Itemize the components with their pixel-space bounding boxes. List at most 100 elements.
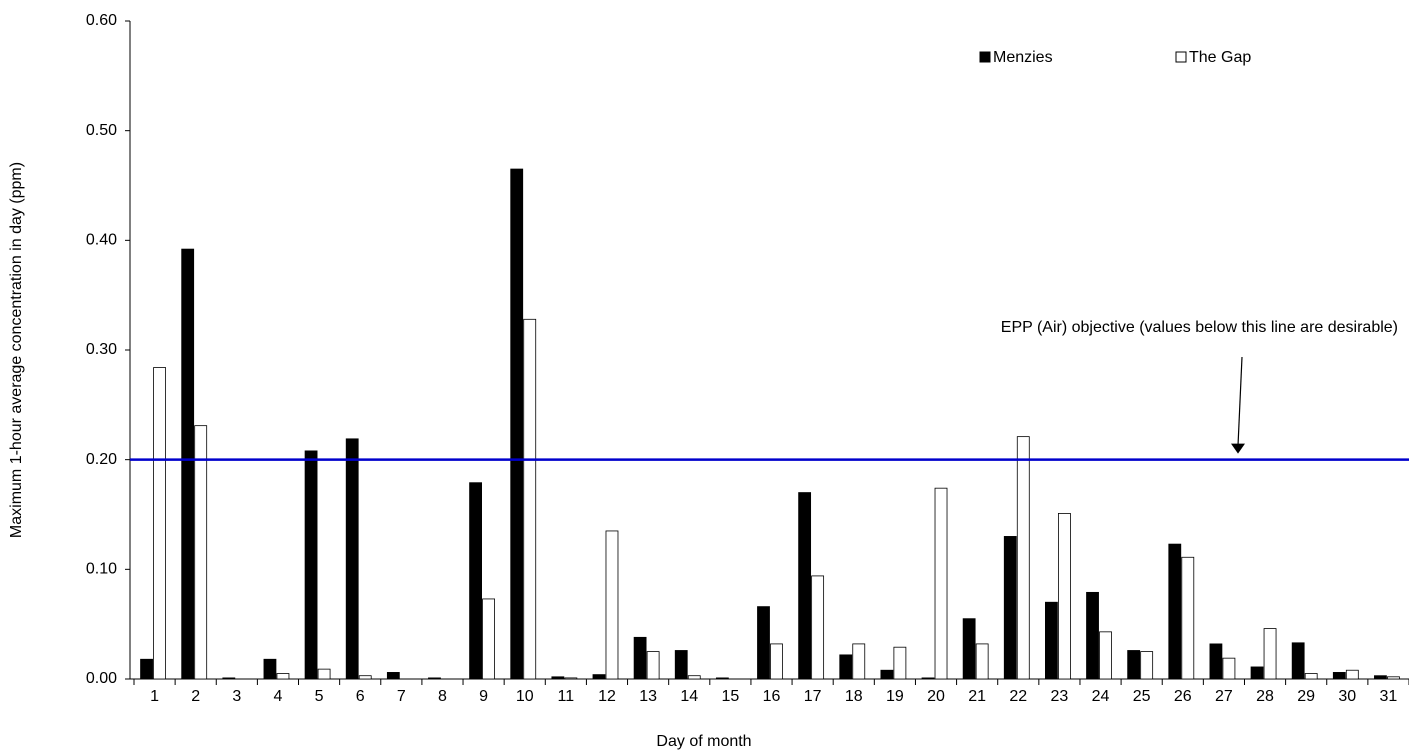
x-tick-label: 13	[639, 688, 657, 705]
bar	[770, 643, 783, 680]
bar	[317, 668, 331, 680]
x-tick-label: 17	[804, 688, 822, 705]
x-tick-label: 2	[191, 688, 200, 705]
y-tick-label: 0.50	[86, 122, 117, 139]
bar	[880, 669, 894, 680]
bar	[482, 598, 495, 680]
bar	[1263, 628, 1277, 680]
bar	[893, 646, 907, 680]
bar	[975, 643, 989, 680]
x-tick-label: 16	[763, 688, 781, 705]
x-tick-label: 11	[558, 688, 575, 705]
x-tick-label: 10	[516, 688, 534, 705]
x-tick-label: 18	[845, 688, 863, 705]
bar	[1345, 669, 1359, 680]
legend-label: The Gap	[1189, 49, 1251, 66]
bar	[564, 677, 578, 680]
bar	[633, 636, 647, 680]
legend-swatch	[979, 51, 991, 63]
x-tick-label: 1	[150, 688, 159, 705]
y-axis-label: Maximum 1-hour average concentration in …	[8, 162, 25, 538]
bar	[1387, 676, 1400, 680]
x-tick-label: 27	[1215, 688, 1233, 705]
y-tick-label: 0.00	[86, 670, 117, 687]
y-tick-label: 0.10	[86, 561, 117, 578]
bar	[428, 677, 441, 680]
bar	[1058, 513, 1071, 680]
bar	[757, 606, 770, 680]
bar	[140, 658, 153, 680]
bar	[386, 672, 400, 680]
x-tick-label: 23	[1051, 688, 1069, 705]
bar	[1181, 556, 1195, 680]
x-tick-label: 31	[1380, 688, 1398, 705]
y-tick-label: 0.40	[86, 232, 117, 249]
bar	[921, 677, 935, 680]
x-tick-label: 28	[1256, 688, 1274, 705]
bar	[1140, 651, 1154, 680]
bar	[345, 438, 359, 680]
bar	[1003, 536, 1017, 680]
bar	[1099, 631, 1112, 680]
x-tick-label: 24	[1092, 688, 1110, 705]
bar	[811, 575, 825, 680]
bar	[1222, 657, 1236, 680]
bar	[605, 530, 619, 680]
legend-swatch	[1175, 51, 1187, 63]
x-tick-label: 7	[397, 688, 406, 705]
bar	[523, 318, 537, 680]
bar	[1168, 543, 1182, 680]
bar	[687, 675, 701, 680]
annotation-arrow	[1237, 356, 1243, 446]
bar	[194, 425, 208, 680]
bar	[674, 650, 688, 680]
y-tick-label: 0.30	[86, 341, 117, 358]
bar	[1332, 672, 1346, 680]
bar	[358, 675, 372, 680]
bar	[646, 651, 660, 680]
annotation: EPP (Air) objective (values below this l…	[1001, 319, 1398, 336]
bar	[1086, 591, 1099, 680]
bar	[839, 654, 853, 680]
x-tick-label: 6	[356, 688, 365, 705]
x-tick-label: 22	[1009, 688, 1027, 705]
bar	[276, 673, 290, 680]
x-tick-label: 3	[232, 688, 241, 705]
bar	[153, 367, 166, 680]
bar	[1045, 601, 1058, 680]
legend-label: Menzies	[993, 49, 1053, 66]
x-tick-label: 5	[315, 688, 324, 705]
x-tick-label: 8	[438, 688, 447, 705]
x-axis-label: Day of month	[656, 733, 751, 750]
bar	[1374, 675, 1387, 680]
x-tick-label: 26	[1174, 688, 1192, 705]
x-tick-label: 14	[680, 688, 698, 705]
x-tick-label: 12	[598, 688, 616, 705]
x-tick-label: 9	[479, 688, 488, 705]
bar	[263, 658, 277, 680]
bar	[1016, 436, 1030, 680]
y-tick-label: 0.60	[86, 12, 117, 29]
arrow-head	[1231, 443, 1245, 454]
bar	[181, 248, 195, 680]
x-tick-label: 15	[721, 688, 739, 705]
x-tick-label: 20	[927, 688, 945, 705]
x-tick-label: 30	[1338, 688, 1356, 705]
x-tick-label: 25	[1133, 688, 1151, 705]
x-tick-label: 4	[273, 688, 282, 705]
bar	[798, 492, 812, 680]
bar	[1250, 666, 1264, 680]
bar	[222, 677, 236, 680]
bar	[1127, 650, 1141, 680]
bar	[510, 168, 524, 680]
bar	[715, 677, 729, 680]
bar	[1304, 673, 1318, 680]
bar	[469, 482, 482, 680]
bar	[551, 676, 565, 680]
x-tick-label: 21	[968, 688, 986, 705]
bar	[592, 674, 606, 680]
bar	[1209, 643, 1223, 680]
x-tick-label: 19	[886, 688, 904, 705]
bar	[304, 450, 318, 680]
